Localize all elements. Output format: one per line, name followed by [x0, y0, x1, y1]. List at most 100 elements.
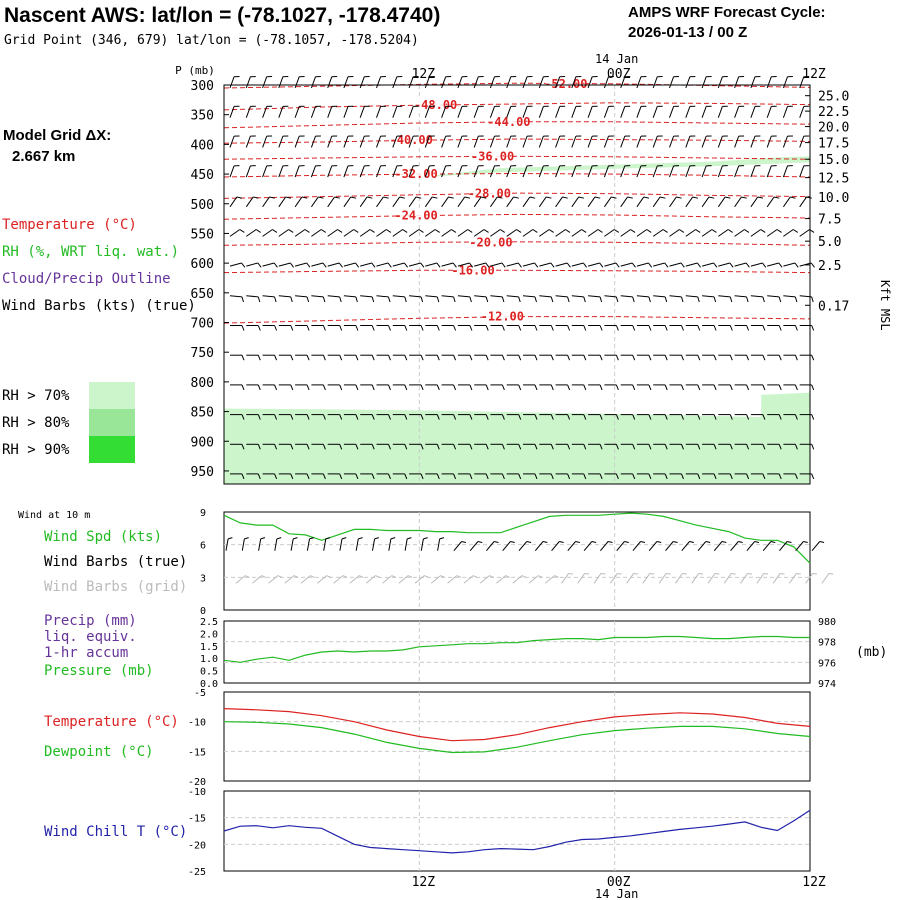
legend-wind-barbs-grid: Wind Barbs (grid)	[44, 579, 188, 595]
wind-barb-flag	[794, 262, 799, 268]
wind-barb-staff	[474, 262, 486, 267]
wind-barb-flag	[322, 444, 326, 450]
wind-barb-staff	[343, 262, 356, 267]
wind10m-barb-grid	[772, 572, 785, 584]
wind-barb-flag	[485, 325, 489, 331]
wind-barb	[294, 135, 305, 148]
wind10m-barb-grid-flag	[440, 575, 445, 578]
wind-barb-flag	[274, 414, 278, 420]
wind-barb	[750, 76, 761, 89]
wind-barb-flag	[803, 135, 810, 137]
wind10m-barb-true	[437, 537, 445, 551]
legend-wind-chill: Wind Chill T (°C)	[44, 824, 188, 840]
wind-barb-flag	[697, 473, 701, 480]
wind-barb-staff	[359, 106, 365, 118]
wind-barb-staff	[522, 229, 534, 237]
wind-barb	[734, 473, 750, 480]
wind-barb	[424, 165, 435, 178]
wind-barb-flag	[706, 105, 712, 107]
wind-barb-flag	[418, 229, 424, 233]
wind-barb-staff	[506, 295, 519, 298]
wind-barb-flag	[664, 296, 668, 303]
temp-frame	[223, 691, 811, 782]
wind-barb	[229, 229, 245, 237]
wind-barb-staff	[229, 295, 242, 298]
wind-barb-flag	[274, 355, 278, 361]
wind-barb	[685, 135, 696, 148]
wind-barb	[555, 295, 570, 303]
wind-barb-flag	[624, 165, 631, 167]
wind-barb	[766, 229, 782, 237]
wind-barb	[734, 414, 750, 420]
wind-barb-flag	[469, 355, 473, 361]
wind-barb-staff	[766, 106, 772, 118]
wind-barb	[767, 325, 782, 331]
wind-barb-flag	[453, 325, 457, 331]
wind-barb-staff	[409, 295, 422, 298]
wind-barb-flag	[420, 355, 424, 361]
wind-barb	[327, 229, 343, 237]
wind-barb	[262, 473, 278, 480]
legend-precip: Precip (mm)	[44, 613, 137, 629]
wind-barb-flag	[253, 196, 259, 199]
wind-barb-staff	[571, 76, 577, 89]
wind-barb	[766, 105, 777, 118]
temp-contour-0	[223, 82, 811, 89]
wind-barb-flag	[257, 325, 261, 331]
wind-barb-flag	[429, 135, 435, 137]
wind-barb-flag	[543, 76, 549, 78]
wind-barb-flag	[725, 196, 731, 199]
height-axis-title: Kft MSL	[878, 280, 892, 331]
wind-barb	[295, 325, 310, 331]
wind-barb	[685, 165, 696, 178]
wind-barb	[588, 325, 603, 331]
wind-barb	[294, 229, 310, 237]
wind-barb	[343, 354, 359, 361]
wind-barb-flag	[331, 105, 338, 107]
wind-barb-staff	[294, 262, 307, 267]
wind-barb	[669, 196, 682, 208]
wind-barb-staff	[636, 106, 642, 118]
temp-contour-label-6: -28.00	[468, 187, 511, 201]
wind-barb	[489, 165, 500, 178]
wind-barb	[783, 354, 798, 361]
wind-barb	[766, 165, 777, 178]
wind-barb-flag	[274, 325, 278, 331]
wind-barb-staff	[750, 196, 759, 208]
wind-barb-flag	[420, 444, 424, 450]
wind-barb-staff	[295, 295, 308, 298]
wind10m-barb-true	[534, 541, 548, 552]
wind-barb-flag	[632, 444, 636, 450]
wind-barb	[473, 76, 484, 89]
wind-barb	[636, 384, 652, 391]
wind-barb-flag	[615, 355, 619, 361]
wind10m-barb-true	[274, 537, 282, 551]
wind-barb	[571, 325, 587, 331]
wind-barb-staff	[343, 229, 355, 237]
wind-barb	[229, 295, 244, 303]
wind-barb	[604, 295, 619, 303]
wind-barb	[538, 196, 552, 208]
wind10m-barb-grid	[561, 572, 573, 584]
wind-barb-flag	[355, 473, 359, 480]
temp-contour-label-4: -36.00	[471, 149, 514, 163]
wind-barb-staff	[522, 295, 535, 298]
wind-barb-flag	[404, 384, 408, 391]
wind-barb	[767, 262, 783, 268]
wind-barb-flag	[380, 105, 387, 107]
wind-barb	[457, 229, 473, 237]
wind-barb-staff	[652, 229, 664, 237]
wind-barb-staff	[717, 106, 723, 118]
wind-barb	[278, 473, 294, 480]
wind-barb-flag	[790, 196, 796, 199]
wind-barb	[522, 105, 533, 118]
wind-barb-flag	[480, 196, 487, 199]
temp-contour-1	[223, 102, 811, 111]
wind-barb-flag	[566, 262, 571, 268]
wind-barb-staff	[669, 295, 682, 298]
wind-barb-staff	[229, 106, 235, 118]
wind-barb-staff	[636, 295, 649, 298]
wind-barb-staff	[701, 165, 707, 178]
wind-barb	[669, 76, 680, 89]
wind-barb	[555, 354, 571, 361]
